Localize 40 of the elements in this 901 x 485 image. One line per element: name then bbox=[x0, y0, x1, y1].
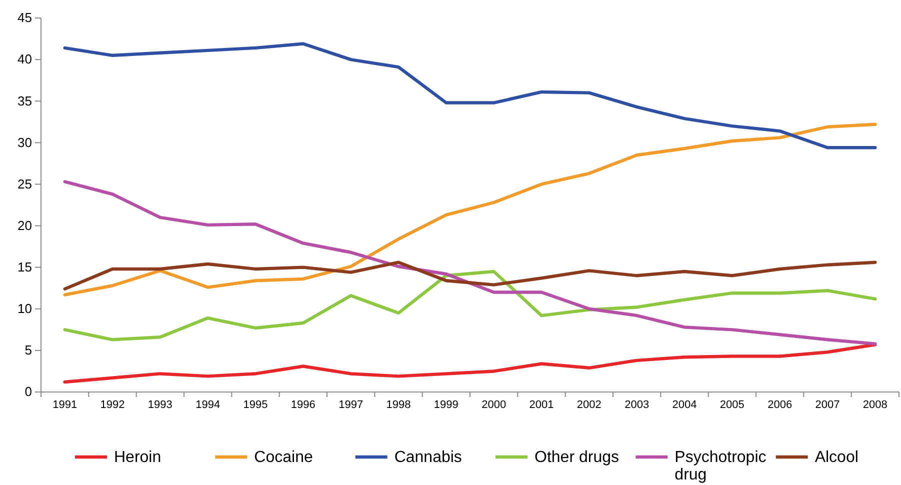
y-tick-label: 40 bbox=[18, 52, 32, 67]
x-tick-label: 1991 bbox=[52, 398, 78, 411]
x-tick-label: 1998 bbox=[386, 398, 411, 411]
line-series bbox=[63, 42, 877, 150]
x-tick-label: 2000 bbox=[482, 398, 506, 411]
line-series bbox=[63, 180, 877, 346]
x-tick-label: 2006 bbox=[768, 398, 792, 411]
legend-label: Alcool bbox=[814, 449, 858, 466]
x-tick-label: 1997 bbox=[338, 398, 364, 411]
x-tick-label: 1994 bbox=[196, 398, 220, 411]
x-tick-label: 2004 bbox=[672, 398, 697, 411]
x-tick-label: 2008 bbox=[862, 398, 888, 411]
x-tick-label: 2007 bbox=[815, 398, 840, 411]
y-tick-label: 45 bbox=[18, 10, 32, 26]
x-tick-label: 1996 bbox=[290, 398, 316, 411]
y-tick-label: 5 bbox=[24, 342, 32, 358]
x-tick-label: 1992 bbox=[100, 398, 125, 411]
x-tick-label: 2002 bbox=[576, 398, 602, 411]
line-series bbox=[63, 343, 877, 384]
y-tick-label: 30 bbox=[18, 134, 32, 150]
y-tick-label: 0 bbox=[24, 384, 32, 400]
x-tick-label: 2001 bbox=[529, 398, 554, 411]
x-tick-label: 1993 bbox=[148, 398, 172, 411]
legend-label: Heroin bbox=[114, 449, 162, 466]
x-tick-label: 1999 bbox=[434, 398, 458, 411]
y-tick-label: 25 bbox=[18, 176, 32, 192]
legend-label: Cannabis bbox=[394, 449, 462, 466]
line-series bbox=[63, 270, 877, 342]
line-series bbox=[63, 260, 877, 291]
y-tick-label: 35 bbox=[18, 93, 32, 108]
x-tick-label: 2005 bbox=[720, 398, 744, 411]
legend-label: Other drugs bbox=[534, 449, 619, 466]
line-series bbox=[63, 122, 877, 296]
y-tick-label: 15 bbox=[18, 259, 32, 274]
x-tick-label: 1995 bbox=[243, 398, 268, 411]
legend-label: Psychotropic drug bbox=[674, 449, 766, 484]
x-tick-label: 2003 bbox=[624, 398, 650, 411]
legend-label: Cocaine bbox=[254, 449, 313, 466]
y-tick-label: 20 bbox=[18, 218, 32, 233]
y-tick-label: 10 bbox=[18, 301, 32, 316]
